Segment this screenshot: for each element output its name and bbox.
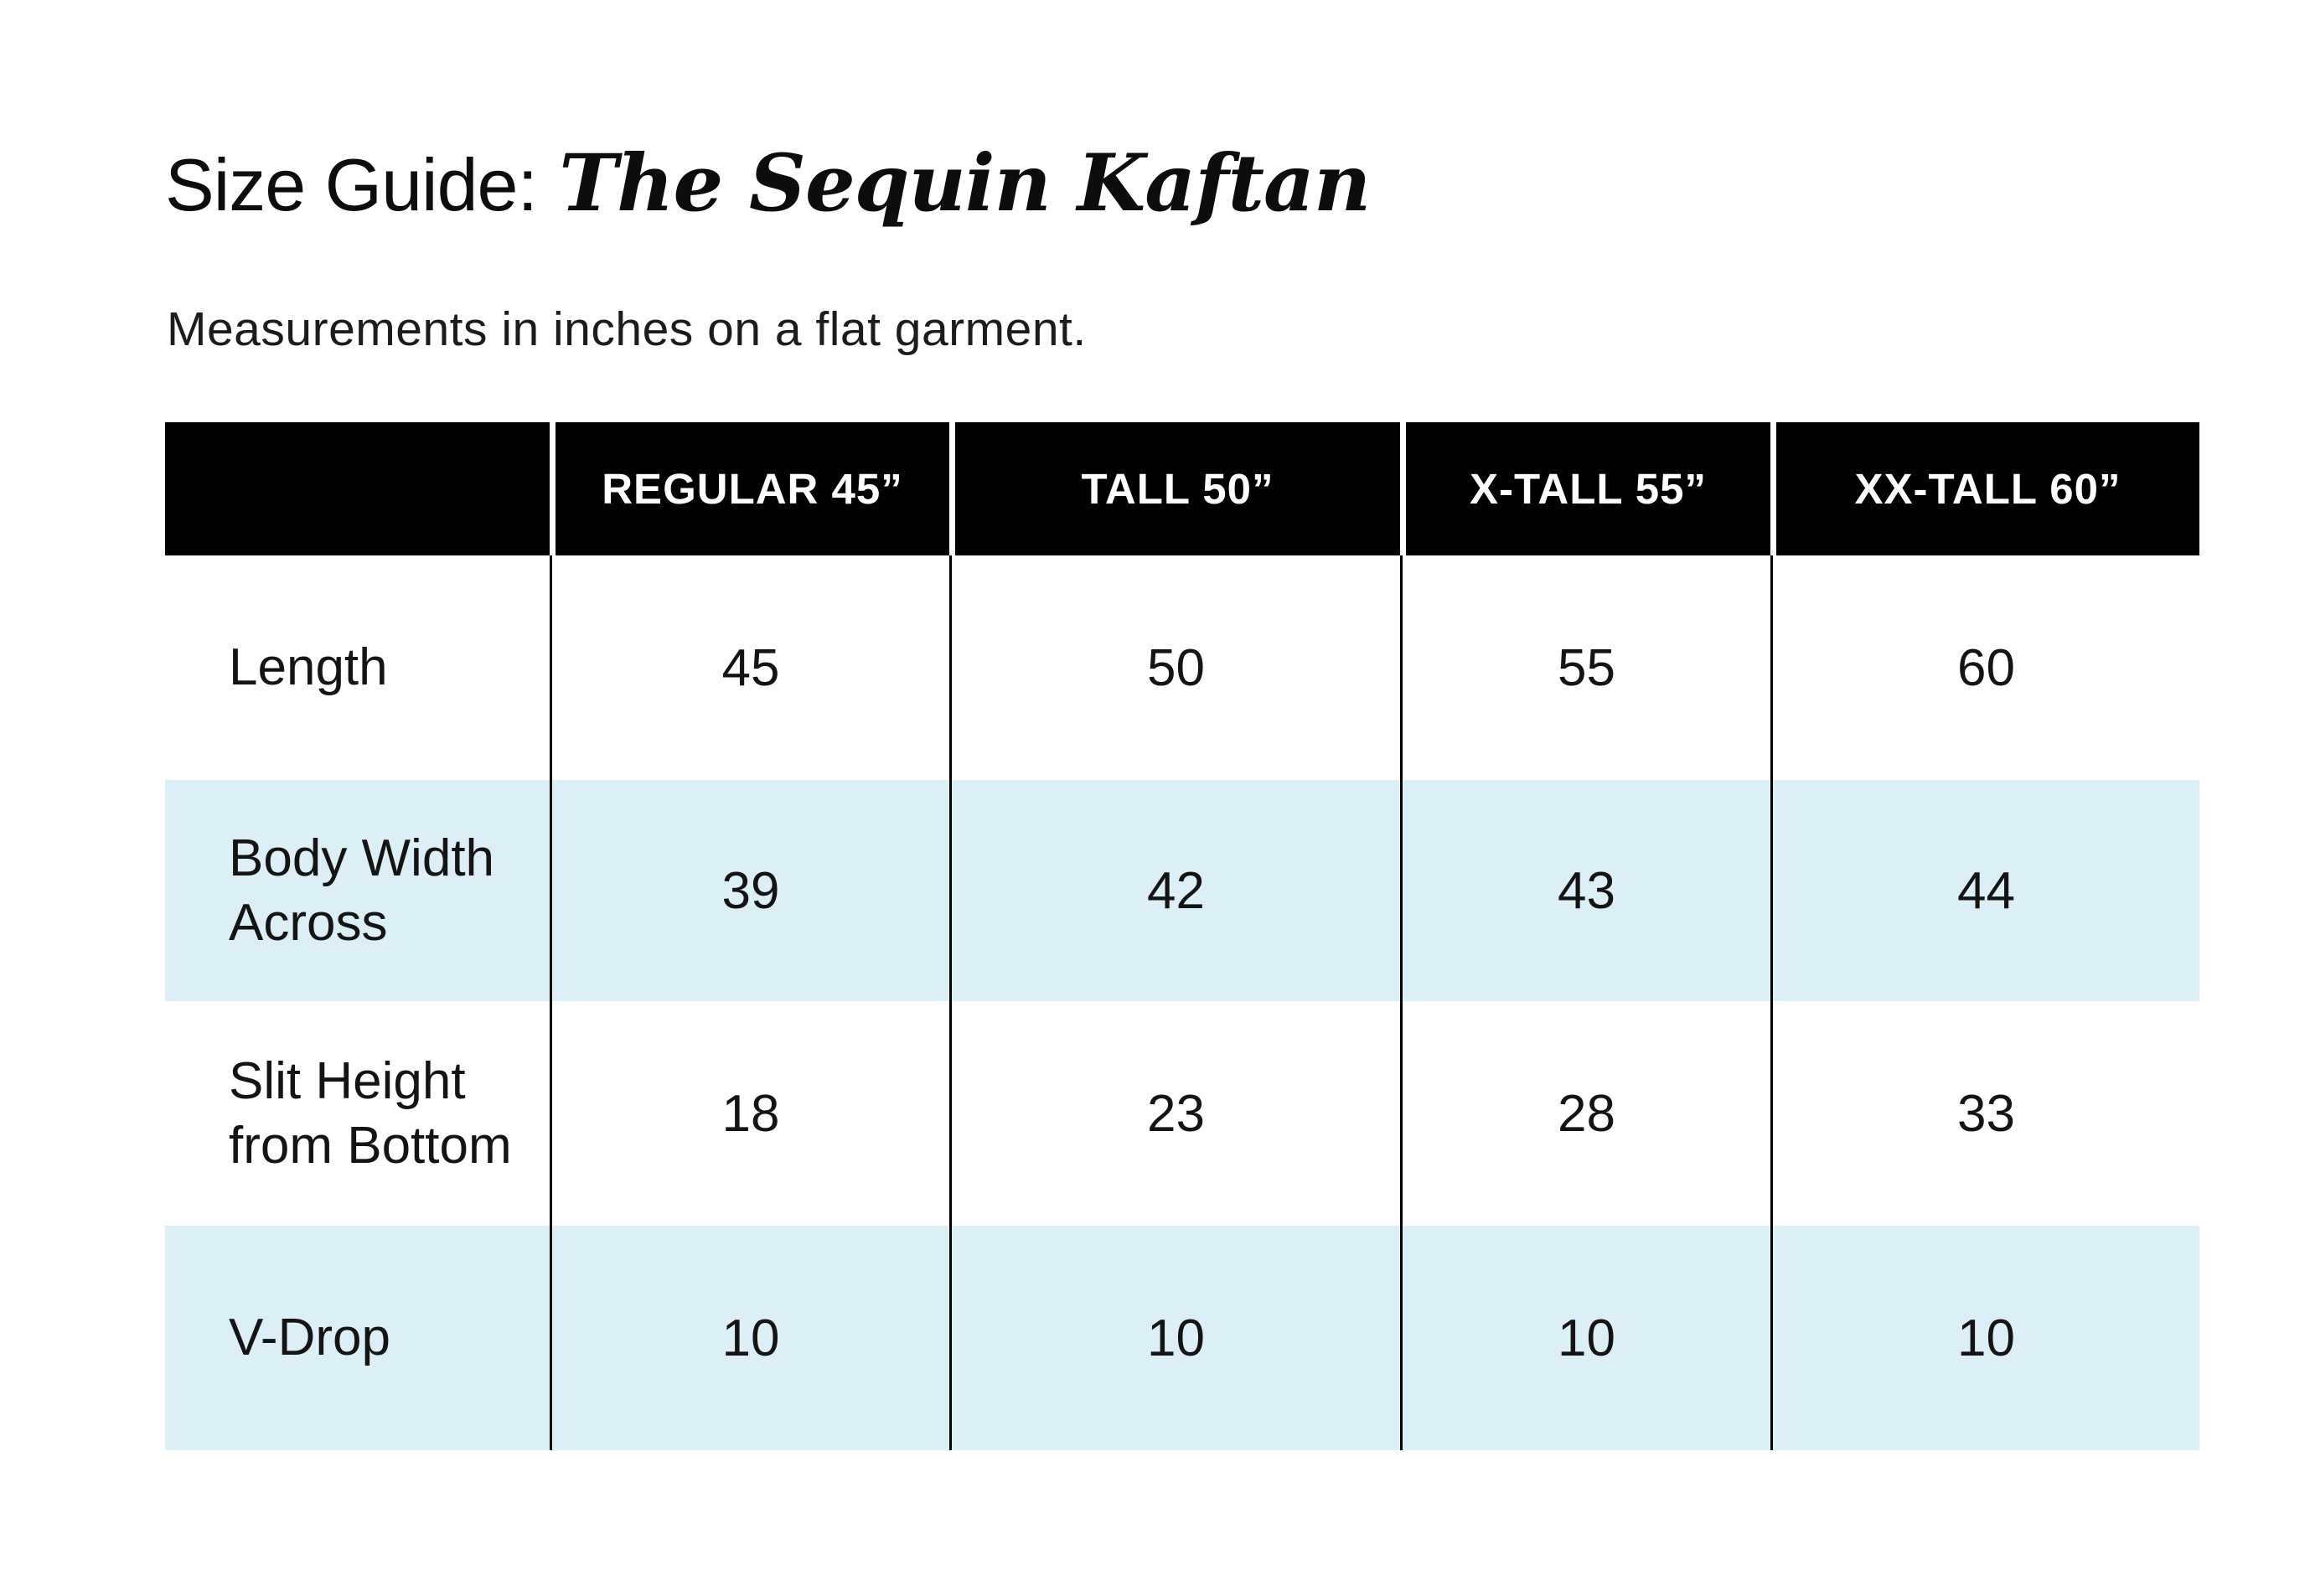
- value-cell-bodywidth-tall: 42: [949, 780, 1400, 1001]
- value-cell-length-x-tall: 55: [1400, 555, 1770, 780]
- table-row-body-width: Body Width Across 39 42 43 44: [165, 780, 2199, 1001]
- header-cell-tall: TALL 50”: [949, 422, 1400, 555]
- value-cell-bodywidth-x-tall: 43: [1400, 780, 1770, 1001]
- header-cell-regular: REGULAR 45”: [550, 422, 949, 555]
- value-cell-length-regular: 45: [550, 555, 949, 780]
- table-row-v-drop: V-Drop 10 10 10 10: [165, 1226, 2199, 1450]
- table-row-length: Length 45 50 55 60: [165, 555, 2199, 780]
- header-cell-x-tall: X-TALL 55”: [1400, 422, 1770, 555]
- value-cell-vdrop-regular: 10: [550, 1226, 949, 1450]
- value-cell-slit-x-tall: 28: [1400, 1001, 1770, 1226]
- row-label: Slit Height from Bottom: [229, 1051, 512, 1175]
- header-cell-empty: [165, 422, 550, 555]
- measurement-note: Measurements in inches on a flat garment…: [167, 302, 1087, 356]
- page-title-product-name: The Sequin Kaftan: [559, 137, 1371, 230]
- row-label: Body Width Across: [229, 829, 495, 953]
- value-cell-slit-tall: 23: [949, 1001, 1400, 1226]
- value-cell-vdrop-xx-tall: 10: [1770, 1226, 2199, 1450]
- size-guide-table: REGULAR 45” TALL 50” X-TALL 55” XX-TALL …: [165, 422, 2199, 1450]
- value-cell-slit-regular: 18: [550, 1001, 949, 1226]
- value-cell-vdrop-tall: 10: [949, 1226, 1400, 1450]
- table-row-slit-height: Slit Height from Bottom 18 23 28 33: [165, 1001, 2199, 1226]
- page-title: Size Guide: The Sequin Kaftan: [165, 140, 1371, 227]
- value-cell-length-xx-tall: 60: [1770, 555, 2199, 780]
- value-cell-length-tall: 50: [949, 555, 1400, 780]
- row-label: Length: [229, 638, 388, 697]
- value-cell-vdrop-x-tall: 10: [1400, 1226, 1770, 1450]
- page-title-prefix: Size Guide:: [165, 143, 538, 226]
- table-header-row: REGULAR 45” TALL 50” X-TALL 55” XX-TALL …: [165, 422, 2199, 555]
- header-cell-xx-tall: XX-TALL 60”: [1770, 422, 2199, 555]
- row-label: V-Drop: [229, 1309, 390, 1367]
- value-cell-slit-xx-tall: 33: [1770, 1001, 2199, 1226]
- value-cell-bodywidth-regular: 39: [550, 780, 949, 1001]
- value-cell-bodywidth-xx-tall: 44: [1770, 780, 2199, 1001]
